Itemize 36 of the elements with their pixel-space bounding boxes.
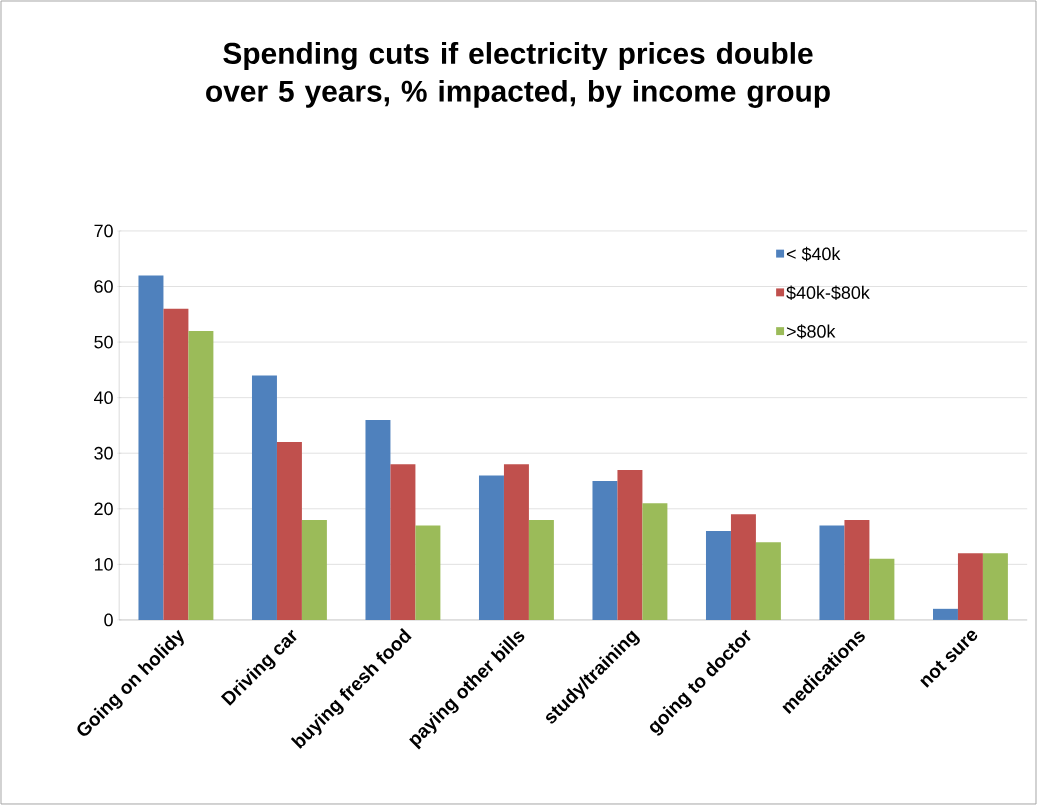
bar [415, 525, 441, 620]
chart-title: Spending cuts if electricity prices double over 5 years, % impacted, by income group [206, 42, 830, 108]
y-tick-label: 50 [94, 335, 113, 349]
bar [251, 375, 277, 620]
y-tick-label: 60 [94, 280, 113, 293]
bar [390, 464, 416, 620]
bar [755, 542, 781, 620]
bar [819, 525, 845, 620]
bar [478, 475, 504, 620]
legend-label: < $40k [786, 246, 841, 262]
bar [301, 519, 327, 620]
bar [705, 531, 731, 620]
bar [617, 469, 643, 620]
bar [730, 514, 756, 620]
bar [592, 481, 618, 620]
bar [869, 558, 895, 620]
legend-label: $40k-$80k [786, 285, 870, 301]
y-tick-label: 20 [94, 502, 113, 516]
y-tick-label: 40 [94, 391, 113, 404]
bar [163, 308, 189, 620]
bar [957, 553, 983, 620]
bar [528, 519, 554, 620]
y-tick-label: 0 [104, 613, 113, 627]
bar [503, 464, 529, 620]
bar [844, 519, 870, 620]
bar [138, 275, 164, 620]
legend-label: >$80k [786, 324, 836, 339]
y-tick-label: 70 [94, 224, 113, 238]
bar [188, 330, 214, 620]
bar [365, 419, 391, 620]
bar [642, 503, 668, 620]
bar [276, 442, 302, 620]
bar [982, 553, 1008, 620]
y-tick-label: 10 [94, 558, 113, 571]
y-tick-label: 30 [94, 446, 113, 460]
bar [932, 608, 958, 620]
